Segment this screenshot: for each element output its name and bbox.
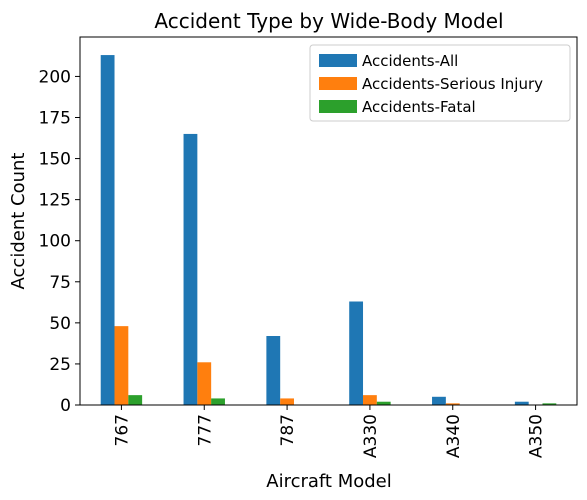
x-tick-label: A350	[527, 414, 547, 458]
bar-accidents-all-787	[266, 336, 281, 405]
x-tick-label: 787	[278, 414, 298, 446]
legend-label: Accidents-All	[362, 52, 458, 70]
legend: Accidents-All Accidents-Serious Injury Acc…	[309, 44, 571, 122]
y-tick-label: 50	[49, 314, 71, 334]
plot-area	[79, 36, 578, 406]
x-axis-label: Aircraft Model	[266, 471, 392, 492]
y-tick-label: 175	[39, 109, 71, 129]
bar-accidents-serious-injury-787	[280, 398, 294, 405]
plot-frame	[79, 36, 578, 406]
x-axis: 767 777 787 A330 A340 A350	[112, 405, 547, 458]
bar-accidents-fatal-777	[211, 398, 225, 405]
bar-accidents-all-a350	[514, 401, 529, 405]
bar-accidents-serious-injury-777	[197, 362, 212, 405]
legend-swatch	[319, 100, 357, 113]
legend-swatch	[319, 77, 357, 90]
y-tick-label: 100	[39, 232, 71, 252]
legend-label: Accidents-Fatal	[362, 98, 476, 116]
y-axis: 0 25 50 75 100 125 150 175 200	[39, 67, 80, 416]
bar-accidents-fatal-a330	[376, 401, 391, 405]
bar-accidents-serious-injury-a330	[363, 395, 377, 405]
chart-title: Accident Type by Wide-Body Model	[154, 9, 503, 33]
y-axis-label: Accident Count	[8, 153, 29, 290]
y-tick-label: 75	[49, 273, 71, 293]
bar-accidents-all-777	[183, 133, 198, 405]
x-tick-label: 767	[112, 414, 132, 446]
x-tick-label: 777	[195, 414, 215, 446]
bar-accidents-fatal-a350	[542, 403, 557, 405]
bar-accidents-fatal-767	[128, 395, 143, 405]
bar-accidents-serious-injury-767	[114, 326, 129, 405]
bar-accidents-all-767	[100, 55, 115, 405]
bar-accidents-all-a330	[349, 301, 364, 405]
bar-accidents-all-a340	[432, 396, 446, 405]
y-tick-label: 0	[60, 396, 71, 416]
legend-swatch	[319, 54, 357, 67]
y-tick-label: 125	[39, 191, 71, 211]
y-tick-label: 200	[39, 67, 71, 87]
x-tick-label: A330	[361, 414, 381, 458]
legend-box	[309, 44, 571, 122]
x-tick-label: A340	[444, 414, 464, 458]
y-tick-label: 25	[49, 355, 71, 375]
legend-label: Accidents-Serious Injury	[362, 75, 543, 93]
y-tick-label: 150	[39, 150, 71, 170]
bar-accidents-serious-injury-a340	[445, 403, 460, 405]
